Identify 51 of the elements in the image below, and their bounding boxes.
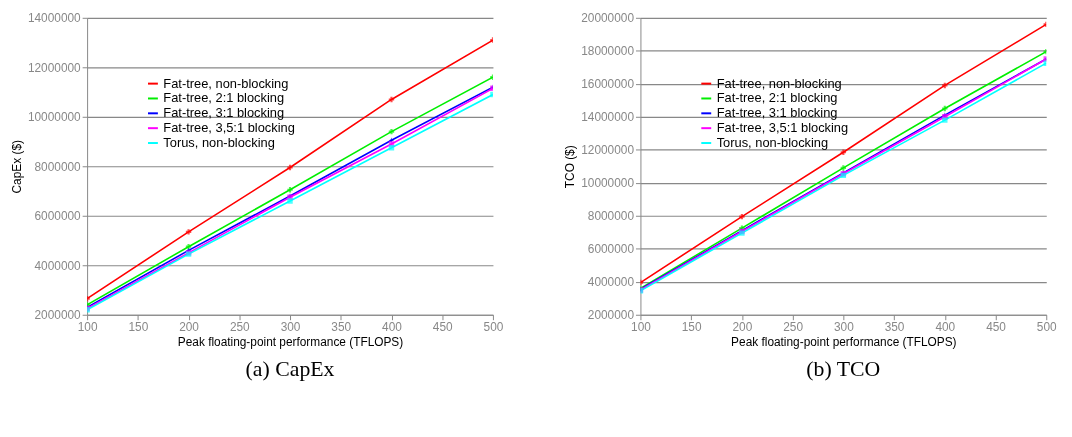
x-tick-label: 300 xyxy=(833,320,855,335)
x-tick-label: 250 xyxy=(783,320,804,335)
legend-label: Fat-tree, 3:1 blocking xyxy=(163,105,285,121)
y-tick-label: 14000000 xyxy=(581,110,635,125)
y-tick-label: 12000000 xyxy=(581,143,635,158)
y-tick-label: 16000000 xyxy=(581,77,635,92)
y-tick-label: 8000000 xyxy=(34,159,82,174)
y-axis-title: TCO ($) xyxy=(563,145,578,189)
legend-label: Fat-tree, 3,5:1 blocking xyxy=(716,120,849,136)
y-tick-label: 6000000 xyxy=(587,242,635,257)
y-tick-label: 4000000 xyxy=(587,275,635,290)
legend-label: Fat-tree, 3:1 blocking xyxy=(716,105,838,121)
x-axis-title: Peak floating-point performance (TFLOPS) xyxy=(177,334,404,349)
y-tick-label: 4000000 xyxy=(34,258,82,273)
x-tick-label: 350 xyxy=(331,320,352,335)
x-tick-label: 150 xyxy=(681,320,702,335)
y-tick-label: 10000000 xyxy=(581,176,635,191)
x-tick-label: 500 xyxy=(1036,320,1058,335)
x-tick-label: 250 xyxy=(229,320,251,335)
legend-label: Fat-tree, 2:1 blocking xyxy=(716,90,838,106)
legend-label: Fat-tree, non-blocking xyxy=(163,75,289,91)
x-tick-label: 400 xyxy=(382,320,403,335)
y-tick-label: 12000000 xyxy=(27,60,82,75)
legend-label: Torus, non-blocking xyxy=(163,134,275,150)
legend-label: Torus, non-blocking xyxy=(716,134,829,150)
x-tick-label: 500 xyxy=(483,320,504,335)
x-tick-label: 450 xyxy=(432,320,453,335)
text: (a) CapEx xyxy=(245,357,335,382)
x-tick-label: 350 xyxy=(884,320,905,335)
x-tick-label: 150 xyxy=(128,320,149,335)
y-tick-label: 2000000 xyxy=(34,308,82,323)
x-tick-label: 200 xyxy=(732,320,753,335)
y-tick-label: 10000000 xyxy=(27,110,82,125)
x-tick-label: 300 xyxy=(280,320,301,335)
legend-label: Fat-tree, 2:1 blocking xyxy=(163,90,285,106)
x-axis-title: Peak floating-point performance (TFLOPS) xyxy=(731,334,957,349)
y-tick-label: 6000000 xyxy=(34,209,82,224)
x-tick-label: 400 xyxy=(935,320,956,335)
x-tick-label: 100 xyxy=(631,320,652,335)
y-tick-label: 14000000 xyxy=(27,11,82,26)
y-tick-label: 18000000 xyxy=(581,44,635,59)
x-tick-label: 100 xyxy=(77,320,98,335)
y-tick-label: 20000000 xyxy=(581,11,635,26)
legend-label: Fat-tree, 3,5:1 blocking xyxy=(163,120,295,136)
y-tick-label: 2000000 xyxy=(587,308,635,323)
y-tick-label: 8000000 xyxy=(587,209,635,224)
text: (b) TCO xyxy=(806,357,881,382)
legend-label: Fat-tree, non-blocking xyxy=(716,75,842,91)
x-tick-label: 200 xyxy=(179,320,200,335)
y-axis-title: CapEx ($) xyxy=(9,140,24,194)
x-tick-label: 450 xyxy=(986,320,1007,335)
